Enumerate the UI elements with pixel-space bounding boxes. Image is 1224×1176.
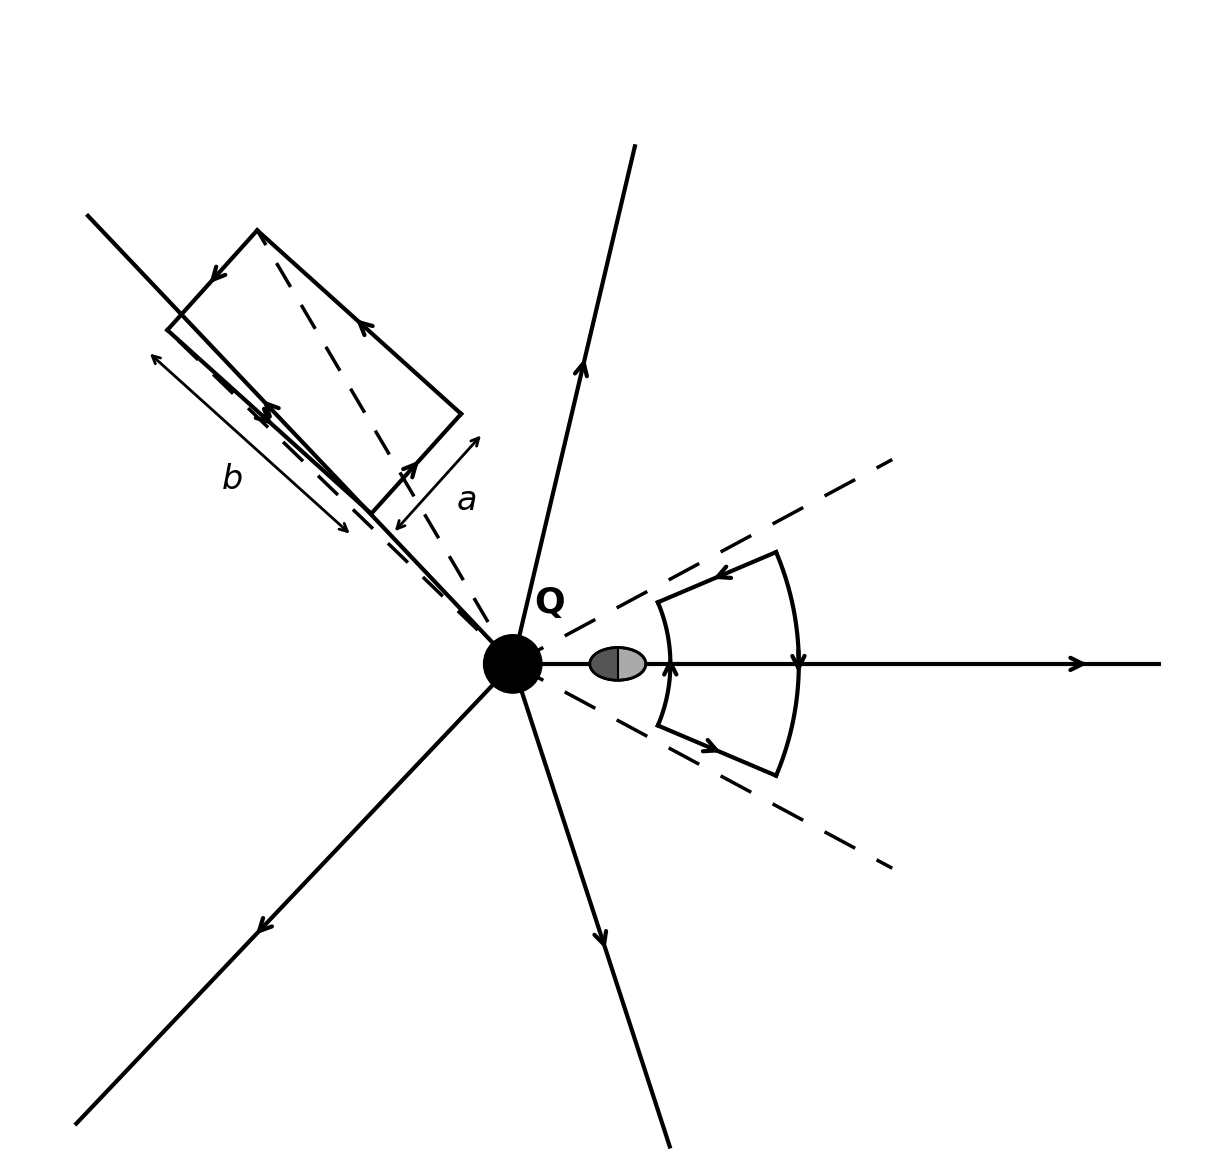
Ellipse shape	[590, 648, 646, 680]
Text: Q: Q	[534, 586, 564, 620]
Ellipse shape	[590, 648, 646, 680]
Text: a: a	[457, 485, 477, 517]
Circle shape	[483, 635, 542, 693]
Text: b: b	[222, 462, 244, 495]
